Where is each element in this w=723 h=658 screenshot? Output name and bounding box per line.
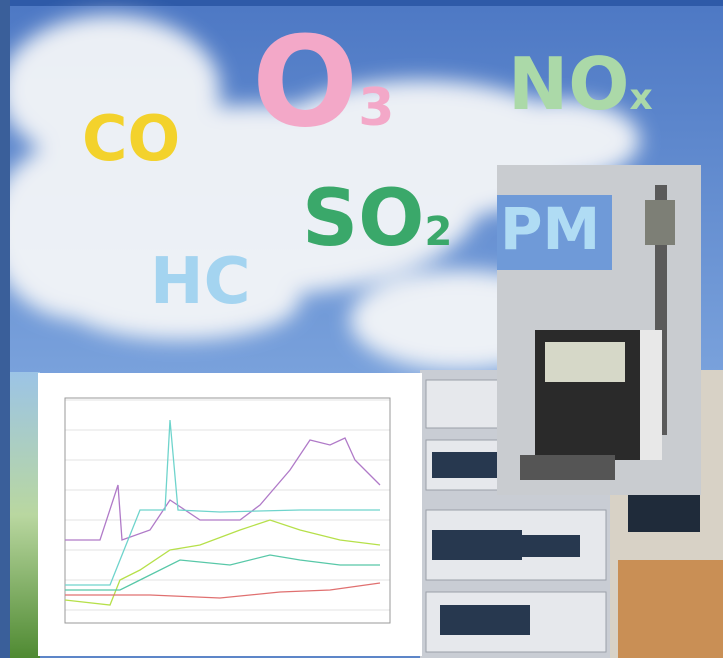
pollutant-label: PM (500, 200, 600, 258)
label-text: CO (82, 102, 181, 175)
pollutant-label: HC (150, 250, 251, 314)
label-text: HC (150, 245, 251, 319)
label-subscript: 2 (424, 209, 453, 255)
pollutant-label: CO (82, 108, 180, 170)
label-text: O (252, 10, 359, 155)
pollutant-label: O3 (252, 20, 394, 145)
label-text: PM (500, 195, 601, 263)
label-subscript: 3 (358, 78, 395, 138)
label-text: SO (302, 174, 425, 264)
label-subscript: x (629, 77, 653, 118)
pollutant-label: SO2 (302, 180, 452, 258)
pollutant-label: NOx (508, 48, 653, 120)
label-text: NO (508, 42, 630, 126)
